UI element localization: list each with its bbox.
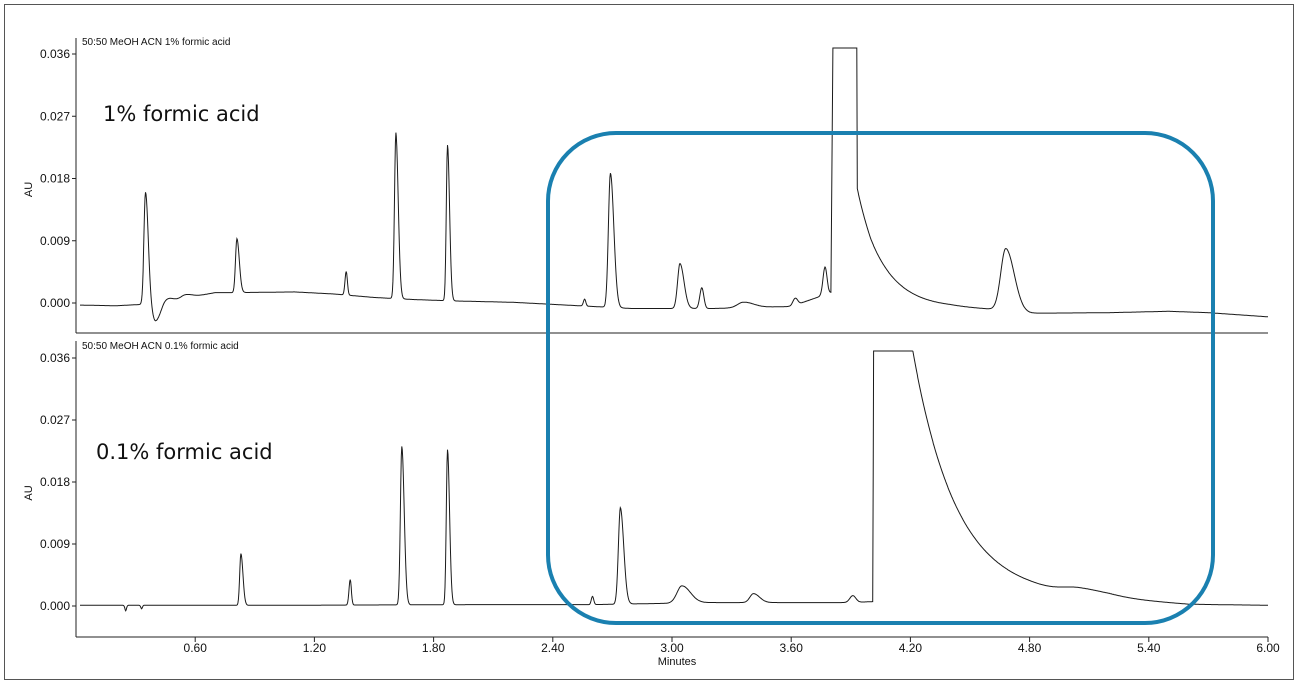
chromatogram-trace — [80, 350, 1268, 612]
y-tick-label: 0.009 — [40, 537, 70, 551]
x-tick-label: 2.40 — [541, 641, 565, 655]
x-tick-label: 1.80 — [422, 641, 446, 655]
y-tick-label: 0.036 — [40, 351, 70, 365]
y-tick-label: 0.009 — [40, 234, 70, 248]
highlight-layer — [546, 131, 1215, 625]
x-tick-label: 4.80 — [1018, 641, 1042, 655]
panel-title: 50:50 MeOH ACN 0.1% formic acid — [82, 341, 239, 352]
y-tick-label: 0.018 — [40, 172, 70, 186]
y-tick-label: 0.000 — [40, 296, 70, 310]
x-tick-label: 3.00 — [660, 641, 684, 655]
y-axis-label: AU — [23, 485, 35, 500]
x-tick-label: 3.60 — [780, 641, 804, 655]
figure-border — [4, 4, 1294, 680]
x-tick-label: 4.20 — [899, 641, 923, 655]
y-tick-label: 0.027 — [40, 109, 70, 123]
x-tick-label: 1.20 — [303, 641, 327, 655]
lower-panel: 0.000 0.009 0.018 0.027 0.036 AU 50:50 MeOH AC… — [23, 341, 1268, 638]
panel-title: 50:50 MeOH ACN 1% formic acid — [82, 37, 230, 48]
panel-annotation: 1% formic acid — [103, 102, 260, 126]
upper-panel: 0.000 0.009 0.018 0.027 0.036 AU 50:50 MeOH AC… — [23, 37, 1268, 334]
x-tick-label: 6.00 — [1256, 641, 1280, 655]
y-tick-label: 0.027 — [40, 413, 70, 427]
y-tick-label: 0.036 — [40, 47, 70, 61]
y-tick-label: 0.018 — [40, 475, 70, 489]
x-axis-label: Minutes — [658, 656, 697, 668]
panel-annotation: 0.1% formic acid — [96, 440, 273, 464]
y-tick-label: 0.000 — [40, 599, 70, 613]
x-tick-label: 0.60 — [184, 641, 208, 655]
x-axis: 0.60 1.20 1.80 2.40 3.00 3.60 4.20 4.80 5.40 6.00… — [184, 637, 1280, 668]
highlight-box — [546, 131, 1215, 625]
y-axis-label: AU — [23, 182, 35, 197]
chromatogram-trace — [80, 47, 1268, 322]
x-tick-label: 5.40 — [1137, 641, 1161, 655]
